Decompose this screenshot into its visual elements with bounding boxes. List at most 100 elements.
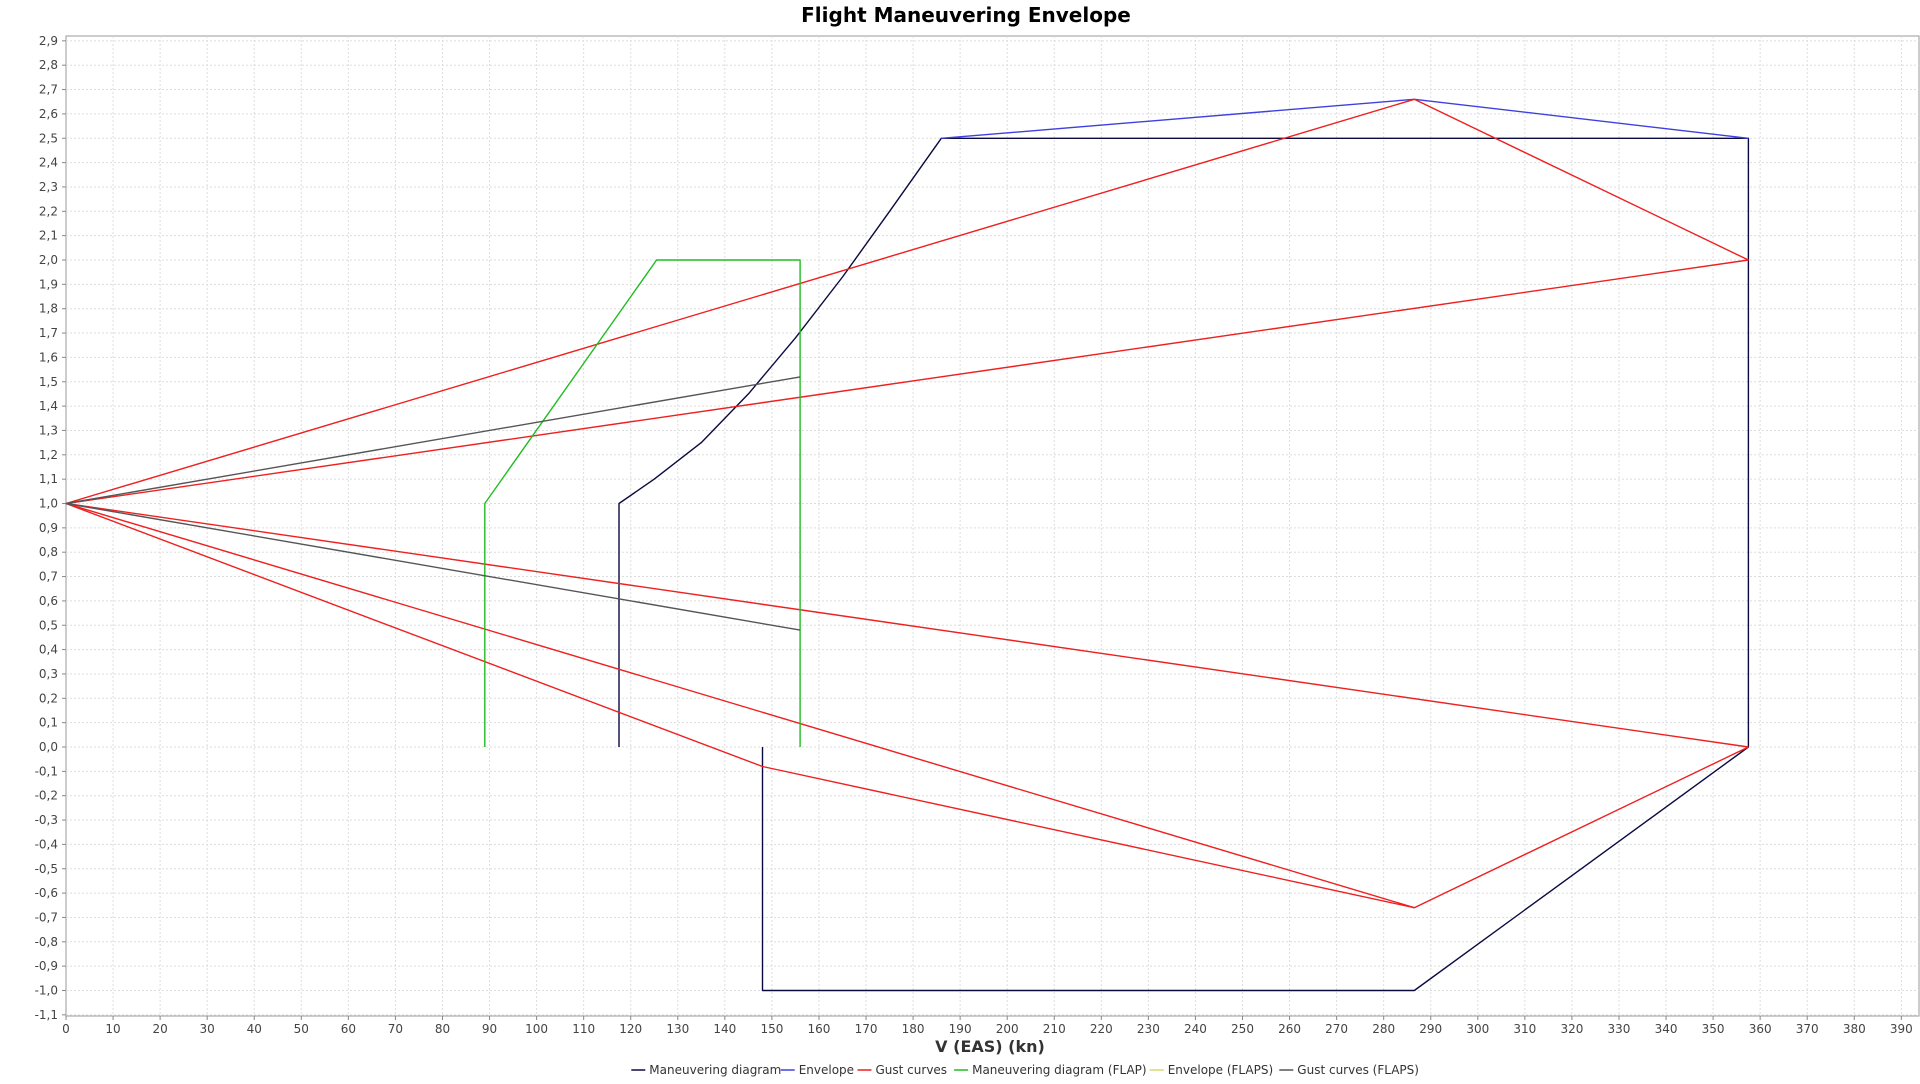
x-tick-label: 10 — [105, 1022, 120, 1036]
y-tick-label: 1,2 — [39, 448, 58, 462]
y-tick-label: 0,5 — [39, 618, 58, 632]
series-line-gust-curves — [65, 502, 1415, 909]
x-tick-label: 180 — [902, 1022, 925, 1036]
x-tick-label: 100 — [525, 1022, 548, 1036]
y-tick-label: 1,9 — [39, 277, 58, 291]
x-tick-label: 150 — [760, 1022, 783, 1036]
x-tick-label: 80 — [435, 1022, 450, 1036]
x-tick-label: 340 — [1655, 1022, 1678, 1036]
y-tick-label: 0,4 — [39, 643, 58, 657]
legend: Maneuvering diagram Envelope Gust curves Ma… — [631, 1063, 1419, 1077]
y-tick-label: 1,7 — [39, 326, 58, 340]
series-line-gust-curves-flaps — [65, 376, 801, 505]
y-tick-label: 2,0 — [39, 253, 58, 267]
x-tick-label: 370 — [1796, 1022, 1819, 1036]
y-tick-label: -0,8 — [35, 935, 58, 949]
x-tick-label: 70 — [388, 1022, 403, 1036]
y-tick-label: 1,1 — [39, 472, 58, 486]
y-tick-label: 2,9 — [39, 34, 58, 48]
x-tick-label: 240 — [1184, 1022, 1207, 1036]
series-line-gust-curves — [65, 502, 1749, 748]
x-tick-label: 130 — [666, 1022, 689, 1036]
y-tick-label: 2,6 — [39, 107, 58, 121]
x-tick-label: 260 — [1278, 1022, 1301, 1036]
y-tick-label: -0,5 — [35, 862, 58, 876]
x-tick-label: 60 — [341, 1022, 356, 1036]
x-tick-label: 300 — [1466, 1022, 1489, 1036]
y-tick-label: -0,7 — [35, 910, 58, 924]
y-tick-label: 1,6 — [39, 350, 58, 364]
y-tick-label: -0,1 — [35, 764, 58, 778]
x-tick-label: 220 — [1090, 1022, 1113, 1036]
y-tick-label: 2,2 — [39, 204, 58, 218]
y-tick-label: 0,6 — [39, 594, 58, 608]
legend-label-gust-curves-flaps: Gust curves (FLAPS) — [1297, 1063, 1419, 1077]
legend-label-maneuvering-diagram-flap: Maneuvering diagram (FLAP) — [972, 1063, 1146, 1077]
series-line-gust-curves — [65, 259, 1749, 505]
y-tick-label: 2,3 — [39, 180, 58, 194]
plot-area — [65, 35, 1920, 1017]
x-tick-label: 270 — [1325, 1022, 1348, 1036]
y-tick-label: 2,8 — [39, 58, 58, 72]
y-tick-label: 1,8 — [39, 302, 58, 316]
x-tick-label: 0 — [62, 1022, 70, 1036]
y-tick-label: 1,5 — [39, 375, 58, 389]
x-tick-label: 50 — [294, 1022, 309, 1036]
series-line-maneuvering-diagram-flap — [484, 259, 801, 747]
y-tick-label: 0,7 — [39, 570, 58, 584]
x-tick-label: 390 — [1890, 1022, 1913, 1036]
y-tick-label: 1,0 — [39, 497, 58, 511]
y-tick-label: -1,1 — [35, 1008, 58, 1022]
y-tick-label: 2,7 — [39, 83, 58, 97]
y-tick-label: -0,3 — [35, 813, 58, 827]
y-tick-label: 1,3 — [39, 423, 58, 437]
x-tick-label: 320 — [1560, 1022, 1583, 1036]
y-tick-label: 2,5 — [39, 131, 58, 145]
y-tick-label: 0,8 — [39, 545, 58, 559]
x-tick-label: 330 — [1608, 1022, 1631, 1036]
x-tick-label: 30 — [200, 1022, 215, 1036]
x-tick-label: 90 — [482, 1022, 497, 1036]
x-tick-label: 140 — [713, 1022, 736, 1036]
x-tick-label: 210 — [1043, 1022, 1066, 1036]
x-tick-label: 250 — [1231, 1022, 1254, 1036]
x-tick-label: 380 — [1843, 1022, 1866, 1036]
y-tick-label: 2,4 — [39, 156, 58, 170]
x-tick-label: 40 — [247, 1022, 262, 1036]
x-tick-label: 110 — [572, 1022, 595, 1036]
y-tick-label: 0,3 — [39, 667, 58, 681]
y-tick-label: -1,0 — [35, 984, 58, 998]
y-tick-label: -0,4 — [35, 837, 58, 851]
x-tick-label: 350 — [1702, 1022, 1725, 1036]
y-tick-label: -0,6 — [35, 886, 58, 900]
legend-label-gust-curves: Gust curves — [876, 1063, 948, 1077]
legend-label-envelope-flaps: Envelope (FLAPS) — [1168, 1063, 1273, 1077]
y-tick-label: 0,2 — [39, 691, 58, 705]
x-tick-label: 360 — [1749, 1022, 1772, 1036]
x-tick-label: 160 — [808, 1022, 831, 1036]
x-tick-label: 290 — [1419, 1022, 1442, 1036]
series-line-gust-curves — [65, 98, 1749, 505]
x-tick-label: 20 — [152, 1022, 167, 1036]
y-tick-label: -0,9 — [35, 959, 58, 973]
x-axis-label: V (EAS) (kn) — [935, 1037, 1045, 1056]
y-tick-label: 0,0 — [39, 740, 58, 754]
legend-label-envelope: Envelope — [799, 1063, 854, 1077]
y-tick-label: 0,9 — [39, 521, 58, 535]
x-tick-label: 200 — [996, 1022, 1019, 1036]
legend-label-maneuvering-diagram: Maneuvering diagram — [649, 1063, 781, 1077]
x-tick-label: 170 — [855, 1022, 878, 1036]
chart-title: Flight Maneuvering Envelope — [801, 3, 1131, 27]
y-tick-label: 2,1 — [39, 229, 58, 243]
series-lines — [65, 98, 1750, 992]
y-tick-label: 0,1 — [39, 716, 58, 730]
axis-ticks: 0 10 20 30 40 50 60 70 80 90 100 110 120 130 140 150 160… — [35, 34, 1913, 1036]
series-line-maneuvering-diagram — [618, 137, 1750, 992]
x-tick-label: 310 — [1513, 1022, 1536, 1036]
x-tick-label: 190 — [949, 1022, 972, 1036]
x-tick-label: 280 — [1372, 1022, 1395, 1036]
y-tick-label: -0,2 — [35, 789, 58, 803]
y-tick-label: 1,4 — [39, 399, 58, 413]
